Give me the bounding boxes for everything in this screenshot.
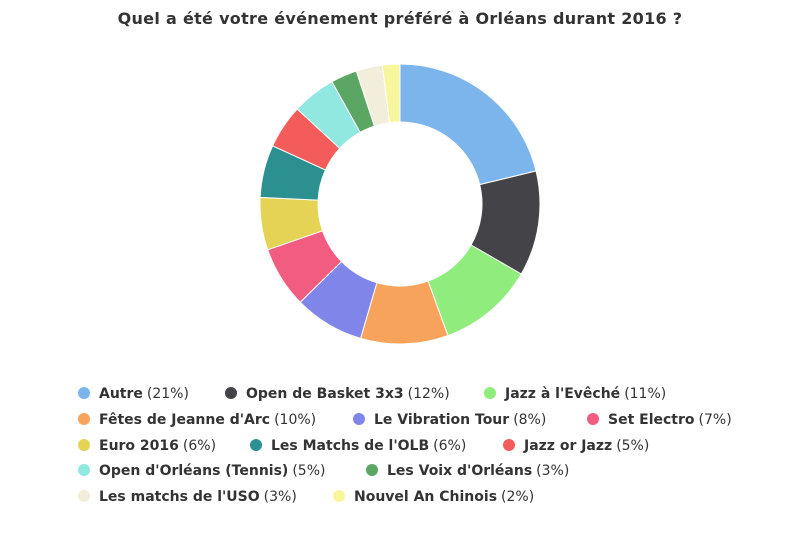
legend-symbol (225, 387, 237, 399)
legend-percentage: (6%) (433, 438, 467, 454)
legend-label: Open de Basket 3x3 (246, 386, 404, 402)
legend-symbol (78, 439, 90, 451)
legend-percentage: (7%) (698, 412, 732, 428)
legend-symbol (250, 439, 262, 451)
legend-symbol (333, 490, 345, 502)
legend-label: Les Matchs de l'OLB (271, 438, 430, 454)
legend-symbol (78, 490, 90, 502)
legend-item-autre[interactable]: Autre (21%) (78, 386, 189, 402)
legend-label: Jazz or Jazz (524, 438, 613, 454)
legend-percentage: (2%) (501, 489, 535, 505)
legend-label: Euro 2016 (99, 438, 179, 454)
legend-label: Jazz à l'Evêché (505, 386, 621, 402)
legend-percentage: (11%) (624, 386, 667, 402)
legend-percentage: (5%) (616, 438, 650, 454)
legend-percentage: (6%) (182, 438, 217, 454)
legend-percentage: (8%) (513, 412, 547, 428)
legend-percentage: (12%) (407, 386, 450, 402)
legend-percentage: (5%) (292, 463, 326, 479)
legend-label: Les Voix d'Orléans (387, 463, 533, 479)
legend-label: Nouvel An Chinois (354, 489, 498, 505)
legend-label: Autre (99, 386, 143, 402)
legend-item-open-de-basket-3x3[interactable]: Open de Basket 3x3 (12%) (225, 386, 450, 402)
legend-symbol (353, 413, 365, 425)
legend-item-le-vibration-tour[interactable]: Le Vibration Tour (8%) (353, 412, 546, 428)
legend-symbol (366, 464, 378, 476)
legend-symbol (484, 387, 496, 399)
legend-item-nouvel-an-chinois[interactable]: Nouvel An Chinois (2%) (333, 489, 534, 505)
legend-item-jazz-a-l-eveche[interactable]: Jazz à l'Evêché (11%) (484, 386, 666, 402)
legend-label: Le Vibration Tour (374, 412, 510, 428)
legend-item-fetes-de-jeanne-d-arc[interactable]: Fêtes de Jeanne d'Arc (10%) (78, 412, 316, 428)
legend-percentage: (3%) (263, 489, 297, 505)
legend-label: Les matchs de l'USO (99, 489, 260, 505)
legend-percentage: (21%) (146, 386, 189, 402)
legend-item-les-matchs-de-l-olb[interactable]: Les Matchs de l'OLB (6%) (250, 438, 466, 454)
legend-label: Set Electro (608, 412, 695, 428)
legend-symbol (78, 413, 90, 425)
legend-symbol (78, 464, 90, 476)
legend-item-les-matchs-de-l-uso[interactable]: Les matchs de l'USO (3%) (78, 489, 297, 505)
legend-item-les-voix-d-orleans[interactable]: Les Voix d'Orléans (3%) (366, 463, 569, 479)
legend-symbol (78, 387, 90, 399)
legend-percentage: (10%) (274, 412, 317, 428)
legend-percentage: (3%) (536, 463, 570, 479)
legend-item-jazz-or-jazz[interactable]: Jazz or Jazz (5%) (503, 438, 649, 454)
legend-item-euro-2016[interactable]: Euro 2016 (6%) (78, 438, 216, 454)
slice-autre[interactable] (399, 63, 537, 186)
legend-item-open-d-orleans-tennis[interactable]: Open d'Orléans (Tennis) (5%) (78, 463, 325, 479)
legend-label: Open d'Orléans (Tennis) (99, 463, 289, 479)
slice-nouvel-an-chinois[interactable] (381, 63, 401, 124)
chart-title: Quel a été votre événement préféré à Orl… (117, 9, 683, 28)
legend-symbol (503, 439, 515, 451)
legend-item-set-electro[interactable]: Set Electro (7%) (587, 412, 732, 428)
legend-label: Fêtes de Jeanne d'Arc (99, 412, 271, 428)
legend-symbol (587, 413, 599, 425)
